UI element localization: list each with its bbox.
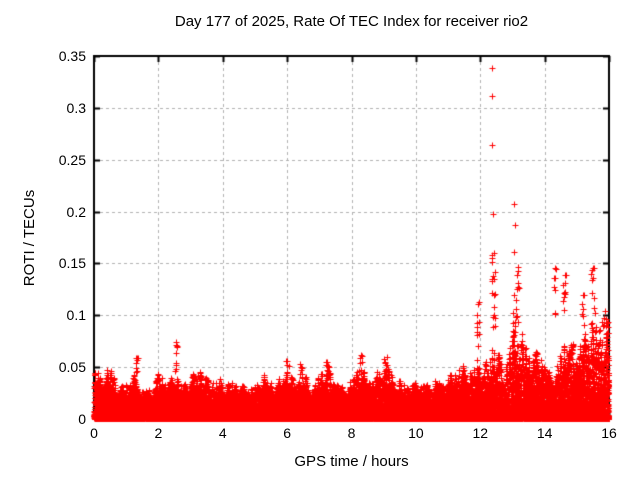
y-tick-label: 0.35 (58, 48, 86, 64)
y-tick-label: 0.25 (58, 151, 86, 168)
x-tick-label: 8 (347, 425, 356, 441)
y-tick-label: 0.15 (58, 255, 86, 272)
y-tick-label: 0.1 (66, 307, 86, 324)
x-tick-label: 14 (536, 425, 553, 441)
x-tick-label: 6 (283, 425, 292, 441)
y-tick-label: 0.05 (58, 359, 86, 376)
x-tick-label: 0 (90, 425, 98, 441)
y-tick-label: 0.2 (66, 203, 86, 220)
y-tick-label: 0.3 (66, 99, 86, 116)
y-axis-label: ROTI / TECUs (21, 189, 38, 287)
x-axis-label: GPS time / hours (294, 453, 409, 470)
y-tick-label: 0 (78, 411, 86, 427)
x-tick-label: 2 (154, 425, 163, 441)
x-tick-label: 16 (601, 425, 617, 441)
x-tick-label: 12 (472, 425, 489, 441)
chart-title: Day 177 of 2025, Rate Of TEC Index for r… (174, 13, 529, 30)
x-tick-label: 4 (218, 425, 227, 441)
x-tick-label: 10 (408, 425, 424, 441)
